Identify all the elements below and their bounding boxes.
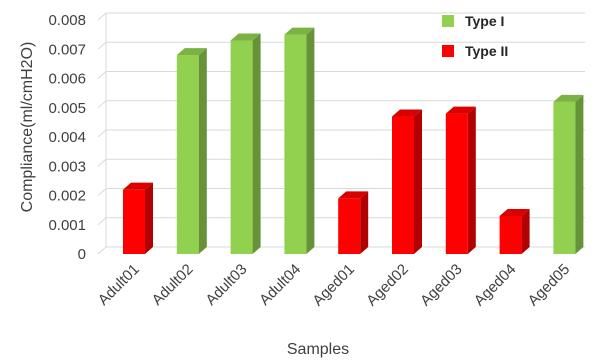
- x-axis-title: Samples: [287, 341, 349, 358]
- bar-top: [338, 191, 369, 199]
- bar: [445, 106, 476, 254]
- x-tick-label: Adult03: [202, 261, 250, 309]
- y-tick-label: 0.008: [48, 12, 86, 29]
- legend-swatch: [442, 45, 454, 57]
- gridline-depth: [97, 217, 107, 226]
- bar-front: [176, 55, 199, 254]
- x-tick-label: Adult04: [256, 261, 304, 309]
- bar-front: [284, 34, 307, 254]
- bar: [284, 27, 315, 254]
- bar-top: [176, 48, 207, 56]
- y-tick-label: 0.007: [48, 41, 86, 58]
- bar-front: [123, 189, 145, 254]
- x-axis-ticks: Adult01 Adult02 Adult03 Adult04 Aged01 Aged02…: [95, 261, 573, 310]
- x-tick-label: Adult01: [95, 261, 143, 309]
- bar-top: [284, 27, 315, 35]
- bar-side: [252, 33, 261, 254]
- bar-front: [338, 198, 361, 254]
- gridline-depth: [97, 158, 107, 167]
- bar-side: [467, 106, 476, 254]
- bar-front: [499, 215, 522, 254]
- gridline-depth: [97, 188, 107, 196]
- legend-label: Type II: [465, 43, 508, 59]
- y-tick-label: 0.006: [48, 71, 86, 88]
- bar-side: [521, 208, 530, 254]
- bar-front: [230, 40, 253, 254]
- bar-top: [230, 33, 261, 41]
- bar: [392, 109, 422, 255]
- bar-side: [145, 182, 153, 254]
- x-tick-label: Aged05: [525, 261, 574, 310]
- bar-side: [360, 191, 369, 254]
- bar-side: [306, 27, 315, 254]
- bar-side: [414, 109, 422, 255]
- bars: [123, 27, 584, 255]
- bar-top: [445, 106, 476, 114]
- bar: [553, 94, 584, 255]
- gridline-depth: [97, 12, 107, 21]
- bar: [123, 182, 153, 254]
- legend-label: Type I: [465, 13, 504, 29]
- bar: [230, 33, 261, 254]
- bar-front: [553, 101, 576, 255]
- y-tick-label: 0.005: [48, 100, 86, 117]
- bar: [338, 191, 369, 254]
- y-tick-label: 0: [78, 246, 86, 263]
- y-tick-label: 0.003: [48, 158, 86, 175]
- gridline-depth: [97, 129, 107, 138]
- bar-top: [123, 182, 153, 190]
- gridline-depth: [97, 246, 107, 255]
- bar: [499, 208, 530, 254]
- bar-top: [553, 94, 584, 102]
- y-axis-title: Compliance(ml/cmH2O): [19, 42, 36, 213]
- legend-swatch: [442, 15, 454, 27]
- bar-side: [575, 94, 584, 255]
- y-tick-label: 0.001: [48, 217, 86, 234]
- bar-top: [499, 208, 530, 216]
- bar-top: [392, 109, 422, 117]
- gridline-depth: [97, 41, 107, 50]
- y-tick-label: 0.002: [48, 188, 86, 205]
- x-tick-label: Aged01: [309, 261, 358, 310]
- x-tick-label: Aged02: [363, 261, 412, 310]
- y-tick-label: 0.004: [48, 129, 86, 146]
- bar-front: [445, 113, 468, 254]
- bar: [176, 48, 207, 254]
- bar-side: [198, 48, 207, 254]
- gridline-depth: [97, 71, 107, 79]
- bar-front: [392, 116, 414, 255]
- y-axis-ticks: 0 0.001 0.002 0.003 0.004 0.005 0.006 0.007 0.00…: [48, 12, 86, 263]
- x-tick-label: Adult02: [149, 261, 197, 309]
- x-tick-label: Aged04: [471, 261, 520, 310]
- x-tick-label: Aged03: [417, 261, 466, 310]
- legend: Type I Type II: [442, 13, 508, 59]
- gridline-depth: [97, 100, 107, 109]
